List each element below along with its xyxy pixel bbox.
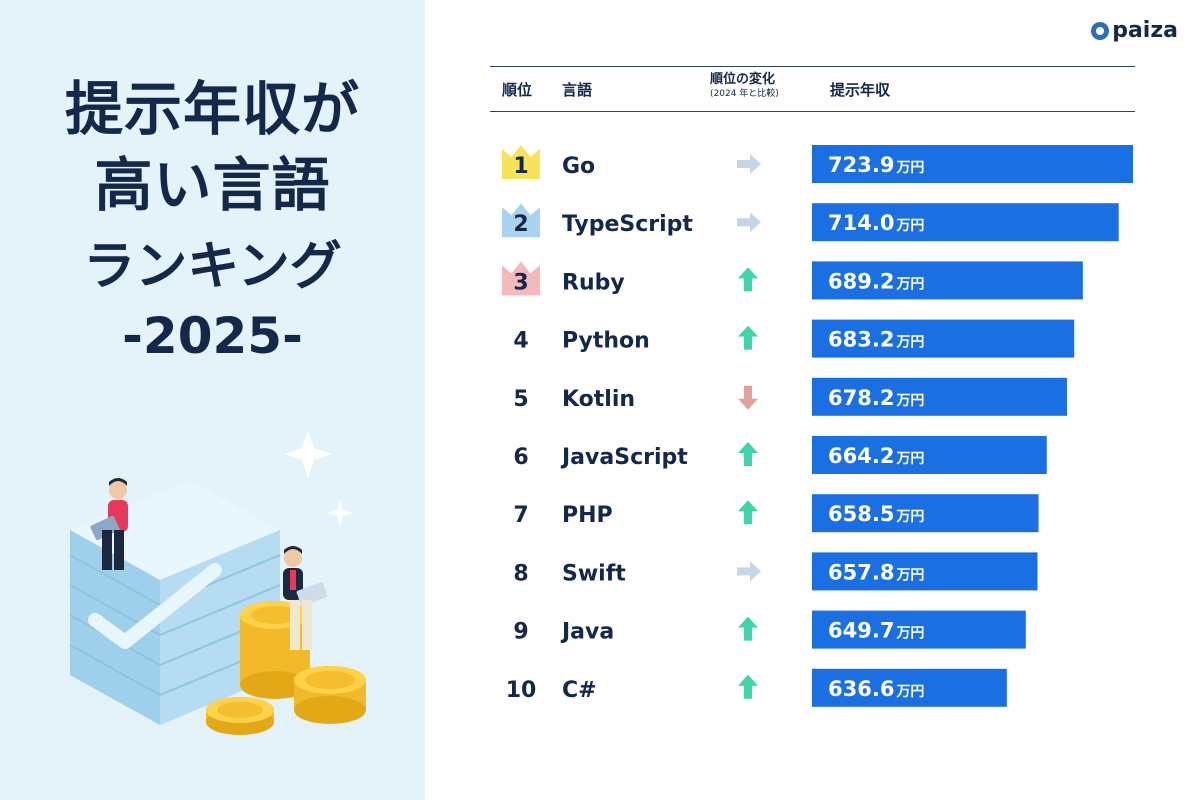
salary-unit: 万円 [895, 393, 924, 409]
salary-label: 649.7 [828, 619, 894, 643]
salary-unit: 万円 [895, 509, 924, 525]
salary-bar [812, 494, 1039, 533]
rank-number: 4 [513, 329, 528, 354]
language-name: Ruby [562, 270, 625, 295]
arrow-up-icon [738, 267, 758, 292]
rank-number: 7 [513, 503, 528, 528]
language-name: C# [562, 678, 597, 703]
paiza-logo-icon [1091, 21, 1110, 40]
language-name: Python [562, 329, 650, 354]
rank-number: 5 [513, 387, 528, 412]
salary-bar [812, 145, 1133, 183]
header-change-sub: (2024 年と比較) [710, 89, 779, 99]
header-change-label: 順位の変化 [710, 72, 776, 87]
salary-bar [812, 377, 1067, 416]
salary-bar [812, 552, 1038, 591]
salary-unit: 万円 [895, 276, 924, 292]
title-line-1: 提示年収が [64, 75, 360, 143]
salary-bar [812, 261, 1083, 300]
language-name: Java [560, 620, 614, 645]
salary-unit: 万円 [895, 567, 924, 583]
rank-number: 6 [513, 445, 528, 470]
ranking-table-header: 順位 言語 順位の変化 (2024 年と比較) 提示年収 [490, 66, 1135, 112]
salary-unit: 万円 [895, 451, 924, 467]
salary-label: 658.5 [828, 502, 894, 526]
rank-number: 10 [506, 678, 537, 703]
crown-rank-1 [502, 145, 540, 179]
arrow-up-icon [738, 616, 758, 641]
arrow-down-icon [738, 385, 758, 410]
salary-unit: 万円 [895, 626, 924, 642]
language-name: PHP [562, 503, 613, 528]
paiza-logo[interactable]: paiza [1091, 18, 1178, 43]
arrow-up-icon [738, 500, 758, 525]
salary-label: 689.2 [828, 269, 894, 293]
title-year: -2025- [122, 307, 303, 365]
salary-label: 678.2 [828, 386, 894, 410]
header-salary: 提示年収 [830, 81, 891, 99]
language-name: Swift [562, 561, 626, 586]
salary-unit: 万円 [895, 335, 924, 351]
salary-label: 657.8 [828, 560, 894, 584]
arrow-up-icon [738, 442, 758, 466]
salary-bar [812, 436, 1047, 474]
salary-bar [812, 668, 1007, 707]
language-name: Go [562, 154, 595, 179]
header-language: 言語 [562, 81, 593, 99]
rank-number: 9 [513, 620, 528, 645]
rank-number: 8 [513, 561, 528, 586]
title-line-3: ランキング [83, 237, 342, 297]
header-change: 順位の変化 (2024 年と比較) [710, 73, 779, 101]
rank-number: 2 [513, 212, 528, 237]
salary-bar [812, 610, 1026, 649]
arrow-right-icon [737, 154, 761, 174]
language-name: TypeScript [562, 212, 693, 237]
paiza-logo-text: paiza [1112, 18, 1178, 43]
salary-label: 636.6 [828, 677, 894, 701]
crown-rank-3 [502, 261, 540, 296]
title-line-2: 高い言語 [94, 151, 331, 219]
salary-unit: 万円 [895, 218, 924, 234]
crown-rank-2 [502, 203, 540, 238]
salary-label: 683.2 [828, 328, 894, 352]
salary-bar [812, 319, 1075, 358]
language-name: Kotlin [562, 387, 635, 412]
language-name: JavaScript [560, 445, 688, 470]
illustration-money-stack [69, 430, 366, 735]
title-panel: 提示年収が 高い言語 ランキング -2025- [0, 0, 425, 800]
arrow-up-icon [738, 325, 758, 350]
rank-number: 1 [513, 154, 528, 179]
salary-label: 664.2 [828, 444, 894, 468]
salary-unit: 万円 [895, 684, 924, 700]
arrow-right-icon [737, 561, 761, 582]
salary-bar [812, 203, 1119, 242]
rank-number: 3 [513, 270, 528, 295]
header-rank: 順位 [502, 81, 533, 99]
salary-unit: 万円 [895, 160, 924, 176]
arrow-up-icon [738, 674, 758, 699]
arrow-right-icon [737, 212, 761, 233]
salary-label: 714.0 [828, 211, 894, 235]
salary-label: 723.9 [828, 153, 894, 177]
